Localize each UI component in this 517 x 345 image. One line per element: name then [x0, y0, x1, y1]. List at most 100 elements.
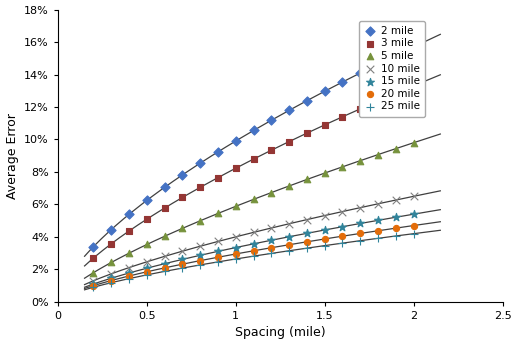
3 mile: [285, 139, 293, 144]
5 mile: [374, 152, 382, 157]
3 mile: [374, 98, 382, 104]
10 mile: [392, 197, 400, 203]
20 mile: [160, 265, 169, 270]
5 mile: [125, 250, 133, 256]
15 mile: [196, 253, 204, 258]
10 mile: [125, 265, 133, 270]
15 mile: [214, 249, 222, 254]
25 mile: [107, 280, 115, 285]
10 mile: [143, 259, 151, 265]
10 mile: [267, 225, 276, 231]
15 mile: [160, 261, 169, 266]
25 mile: [338, 240, 346, 246]
10 mile: [374, 201, 382, 207]
20 mile: [89, 283, 98, 288]
2 mile: [160, 185, 169, 190]
2 mile: [356, 70, 364, 76]
X-axis label: Spacing (mile): Spacing (mile): [235, 326, 326, 339]
5 mile: [356, 158, 364, 164]
10 mile: [409, 194, 418, 199]
20 mile: [125, 273, 133, 279]
2 mile: [267, 118, 276, 123]
10 mile: [303, 217, 311, 223]
5 mile: [214, 211, 222, 216]
15 mile: [392, 215, 400, 220]
15 mile: [356, 221, 364, 226]
10 mile: [249, 230, 257, 235]
25 mile: [89, 285, 98, 290]
25 mile: [196, 262, 204, 268]
2 mile: [409, 44, 418, 50]
5 mile: [196, 218, 204, 224]
10 mile: [338, 209, 346, 214]
15 mile: [409, 211, 418, 217]
10 mile: [232, 234, 240, 239]
2 mile: [89, 244, 98, 249]
3 mile: [303, 130, 311, 136]
Y-axis label: Average Error: Average Error: [6, 113, 19, 199]
15 mile: [338, 224, 346, 229]
3 mile: [321, 122, 329, 128]
5 mile: [338, 164, 346, 170]
20 mile: [178, 262, 187, 267]
15 mile: [143, 265, 151, 271]
2 mile: [196, 160, 204, 166]
2 mile: [338, 79, 346, 85]
15 mile: [232, 245, 240, 250]
20 mile: [321, 236, 329, 242]
2 mile: [374, 61, 382, 67]
15 mile: [125, 270, 133, 276]
2 mile: [321, 89, 329, 94]
3 mile: [196, 185, 204, 190]
25 mile: [143, 272, 151, 278]
3 mile: [232, 166, 240, 171]
3 mile: [214, 175, 222, 180]
3 mile: [392, 91, 400, 96]
20 mile: [374, 228, 382, 234]
10 mile: [107, 271, 115, 277]
25 mile: [249, 253, 257, 259]
2 mile: [107, 227, 115, 232]
Legend: 2 mile, 3 mile, 5 mile, 10 mile, 15 mile, 20 mile, 25 mile: 2 mile, 3 mile, 5 mile, 10 mile, 15 mile…: [359, 21, 425, 117]
20 mile: [392, 225, 400, 231]
5 mile: [89, 270, 98, 275]
2 mile: [249, 128, 257, 133]
3 mile: [125, 228, 133, 234]
20 mile: [143, 269, 151, 275]
2 mile: [285, 108, 293, 113]
20 mile: [196, 258, 204, 263]
15 mile: [178, 257, 187, 262]
10 mile: [178, 248, 187, 254]
20 mile: [249, 248, 257, 254]
2 mile: [303, 98, 311, 104]
25 mile: [267, 250, 276, 256]
15 mile: [89, 281, 98, 287]
5 mile: [232, 204, 240, 209]
20 mile: [107, 278, 115, 283]
5 mile: [392, 146, 400, 151]
25 mile: [356, 238, 364, 244]
15 mile: [303, 230, 311, 236]
10 mile: [196, 244, 204, 249]
5 mile: [321, 170, 329, 176]
2 mile: [125, 211, 133, 217]
20 mile: [285, 242, 293, 247]
10 mile: [356, 205, 364, 210]
10 mile: [321, 213, 329, 218]
25 mile: [214, 259, 222, 265]
15 mile: [285, 234, 293, 239]
25 mile: [321, 243, 329, 248]
3 mile: [249, 156, 257, 162]
20 mile: [338, 234, 346, 239]
5 mile: [160, 234, 169, 239]
5 mile: [303, 177, 311, 182]
25 mile: [125, 276, 133, 282]
25 mile: [392, 233, 400, 239]
25 mile: [160, 269, 169, 274]
5 mile: [178, 226, 187, 231]
15 mile: [374, 218, 382, 223]
25 mile: [303, 245, 311, 251]
25 mile: [285, 248, 293, 254]
3 mile: [89, 255, 98, 261]
20 mile: [232, 251, 240, 257]
